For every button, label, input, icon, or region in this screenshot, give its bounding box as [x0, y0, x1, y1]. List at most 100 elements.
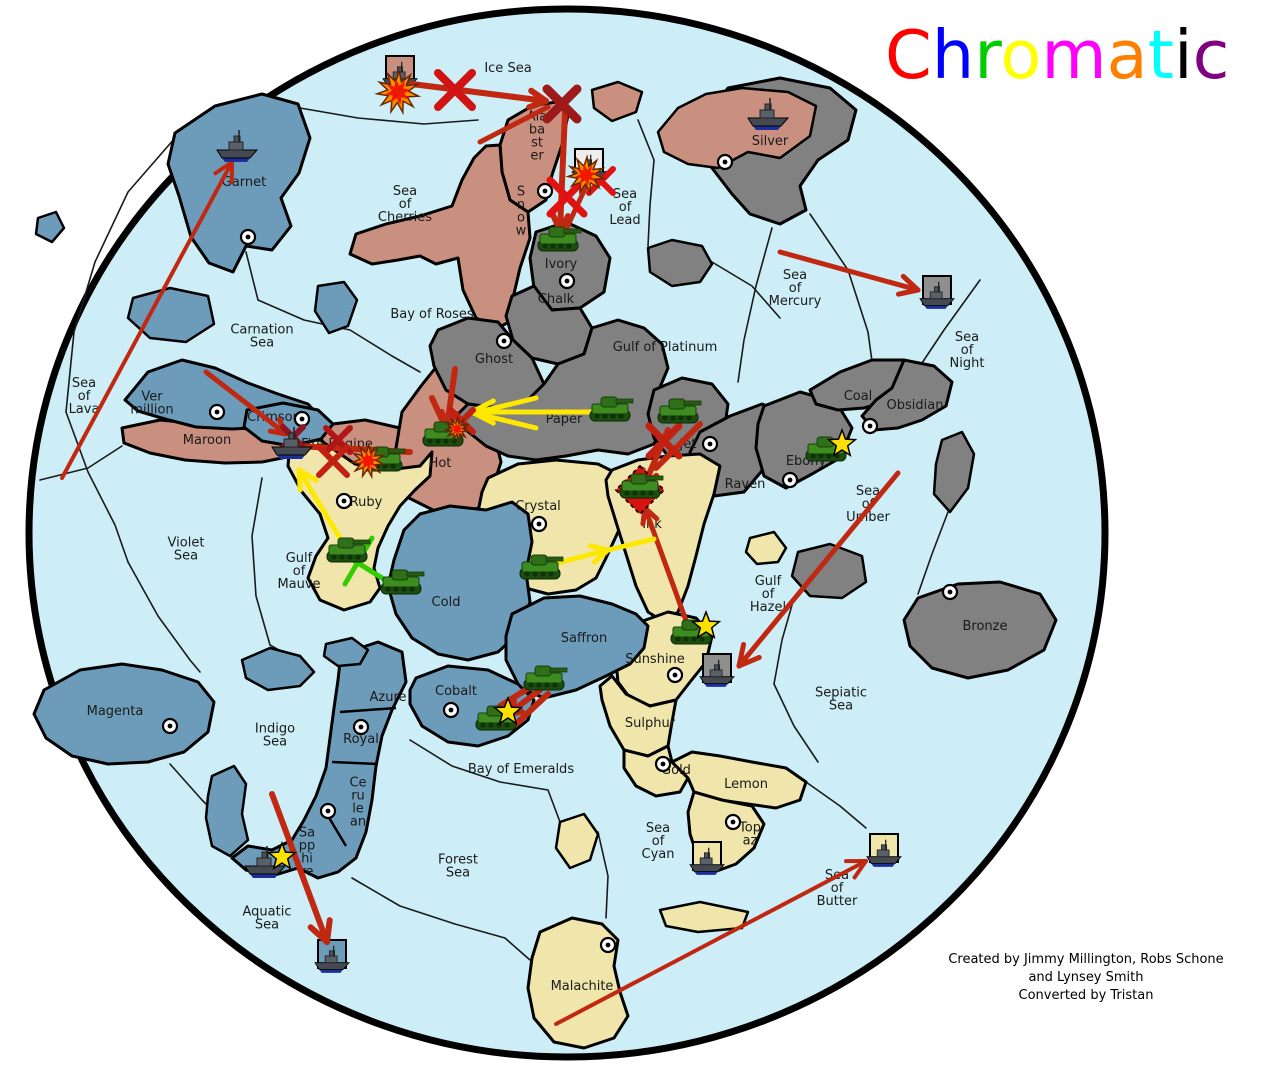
sea-label-sea-of-lead: Sea of Lead [609, 187, 640, 228]
territory-magenta[interactable] [32, 662, 216, 766]
island-blue-8[interactable] [126, 286, 216, 344]
tank-unit[interactable] [619, 473, 664, 499]
sea-border [351, 877, 531, 961]
island-cream-6[interactable] [554, 812, 600, 870]
tank-unit[interactable] [326, 537, 371, 563]
tank-unit[interactable] [657, 398, 702, 424]
sea-border [773, 597, 795, 685]
boxed-fleet[interactable] [919, 275, 955, 309]
order-arrow-red [554, 859, 868, 1026]
tank-unit[interactable] [380, 569, 425, 595]
label-ruby: Ruby [350, 495, 383, 510]
supply-center-dot [293, 410, 311, 428]
sea-border [917, 511, 949, 595]
boxed-fleet[interactable] [866, 833, 902, 867]
ship-unit[interactable] [689, 847, 725, 875]
island-blue-9[interactable] [313, 280, 359, 335]
territory-bronze[interactable] [902, 580, 1058, 680]
title-letter: h [931, 16, 975, 94]
sea-border [915, 279, 981, 373]
ship-unit[interactable] [866, 839, 902, 867]
ship-unit[interactable] [919, 281, 955, 309]
ship-unit[interactable] [271, 427, 314, 459]
tank-unit[interactable] [589, 396, 634, 422]
supply-center-dot [208, 403, 226, 421]
boxed-fleet[interactable] [314, 939, 350, 973]
territory-border [339, 706, 397, 714]
island-blue-13[interactable] [34, 210, 66, 244]
order-arrow-red [777, 249, 921, 297]
sea-label-sea-of-umber: Sea of Umber [846, 484, 890, 525]
supply-center-dot [861, 417, 879, 435]
island-blue-10[interactable] [240, 646, 316, 692]
label-chalk: Chalk [538, 292, 575, 307]
ship-unit[interactable] [314, 945, 350, 973]
supply-center-dot [599, 936, 617, 954]
label-crystal: Crystal [515, 499, 561, 514]
explosion-icon [374, 68, 422, 116]
territory-cold[interactable] [386, 500, 534, 662]
island-salmon-0[interactable] [590, 80, 644, 123]
territory-snow[interactable] [348, 143, 532, 330]
supply-center-dot [495, 332, 513, 350]
battle-x-mark [546, 176, 588, 218]
sea-label-sea-of-mercury: Sea of Mercury [769, 268, 822, 309]
tank-unit[interactable] [519, 554, 564, 580]
label-raven: Raven [725, 477, 766, 492]
title-letter: C [885, 16, 932, 94]
sea-label-ice-sea: Ice Sea [484, 61, 531, 76]
star-icon [826, 427, 858, 458]
boxed-fleet[interactable] [699, 653, 735, 687]
supply-center-dot [239, 228, 257, 246]
order-arrow-red [513, 691, 551, 727]
order-arrow-yellow [605, 536, 657, 553]
sea-border [597, 831, 609, 919]
label-sunshine: Sunshine [625, 652, 685, 667]
sea-label-aquatic-sea: Aquatic Sea [243, 905, 292, 933]
territory-crimson[interactable] [242, 401, 335, 448]
title-letter: m [1041, 16, 1107, 94]
explosion-icon [443, 415, 471, 443]
ship-unit[interactable] [699, 659, 735, 687]
island-cream-7[interactable] [744, 530, 788, 566]
sea-border [65, 411, 129, 563]
label-saffron: Saffron [561, 631, 607, 646]
territory-ruby[interactable] [286, 438, 434, 612]
island-gray-3[interactable] [932, 430, 976, 514]
label-ivory: Ivory [545, 257, 578, 272]
supply-center-dot [558, 272, 576, 290]
battle-x-mark [434, 69, 476, 111]
tank-unit[interactable] [523, 665, 568, 691]
sea-label-bay-of-emeralds: Bay of Emeralds [468, 762, 574, 777]
island-gray-2[interactable] [646, 238, 714, 288]
map-title: Chromatic [885, 22, 1255, 89]
supply-center-dot [161, 717, 179, 735]
island-blue-11[interactable] [322, 636, 370, 668]
tank-unit[interactable] [537, 226, 582, 252]
explosion-icon [565, 154, 607, 196]
boxed-fleet[interactable] [689, 841, 725, 875]
ship-unit[interactable] [747, 98, 790, 130]
sea-label-violet-sea: Violet Sea [168, 536, 205, 564]
territory-garnet[interactable] [166, 92, 312, 274]
sea-label-sea-of-night: Sea of Night [950, 330, 985, 371]
island-salmon-1[interactable] [656, 86, 818, 170]
supply-center-dot [654, 755, 672, 773]
island-blue-12[interactable] [204, 764, 250, 858]
label-topaz: Top az [738, 821, 761, 849]
label-cold: Cold [432, 595, 461, 610]
sea-border [299, 107, 479, 125]
ship-unit[interactable] [216, 130, 259, 162]
sea-border [809, 213, 875, 377]
territory-gold[interactable] [622, 744, 690, 798]
supply-center-dot [716, 153, 734, 171]
label-magenta: Magenta [87, 704, 144, 719]
territory-obsidian[interactable] [860, 358, 954, 432]
order-arrow-yellow [471, 395, 539, 416]
sea-label-carnation-sea: Carnation Sea [230, 323, 293, 351]
supply-center-dot [536, 182, 554, 200]
sea-label-gulf-of-platinum: Gulf of Platinum [613, 340, 718, 355]
